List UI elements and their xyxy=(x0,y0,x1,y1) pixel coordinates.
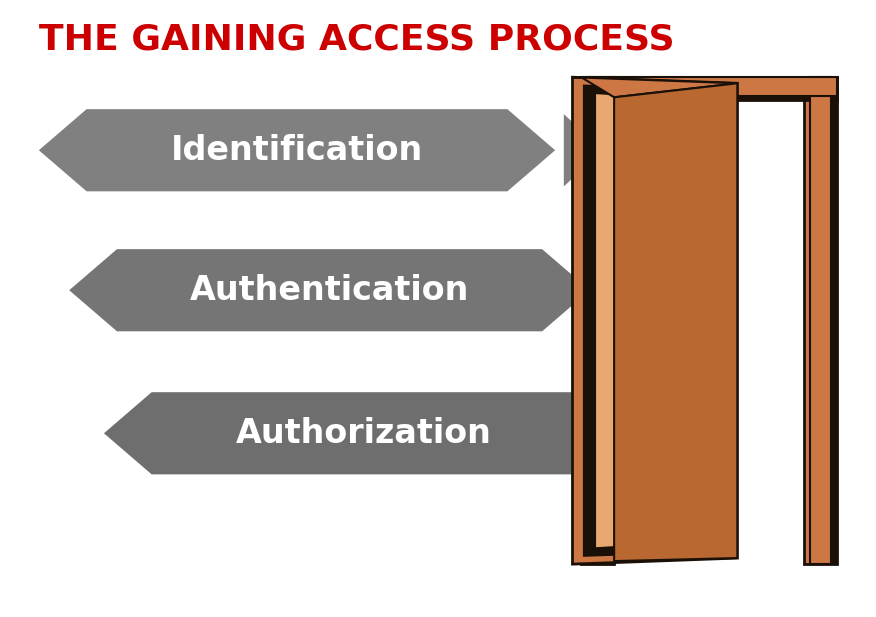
FancyBboxPatch shape xyxy=(581,77,593,564)
Polygon shape xyxy=(39,109,555,191)
Polygon shape xyxy=(564,114,603,186)
Polygon shape xyxy=(661,264,683,317)
Text: THE GAINING ACCESS PROCESS: THE GAINING ACCESS PROCESS xyxy=(39,22,675,56)
Text: Identification: Identification xyxy=(171,134,423,167)
Polygon shape xyxy=(609,114,648,186)
Polygon shape xyxy=(583,85,727,557)
Polygon shape xyxy=(573,77,738,564)
Polygon shape xyxy=(633,397,673,470)
Polygon shape xyxy=(651,407,673,459)
FancyBboxPatch shape xyxy=(581,92,837,101)
Polygon shape xyxy=(69,249,590,331)
Polygon shape xyxy=(614,83,738,561)
Polygon shape xyxy=(595,93,715,549)
Polygon shape xyxy=(627,124,648,176)
Polygon shape xyxy=(104,392,625,474)
Polygon shape xyxy=(573,77,738,97)
Polygon shape xyxy=(616,264,638,317)
FancyBboxPatch shape xyxy=(581,77,614,564)
Text: Authentication: Authentication xyxy=(190,274,470,307)
Polygon shape xyxy=(598,254,638,326)
Polygon shape xyxy=(696,407,717,459)
FancyBboxPatch shape xyxy=(816,77,837,564)
FancyBboxPatch shape xyxy=(810,77,831,564)
FancyBboxPatch shape xyxy=(804,77,837,564)
FancyBboxPatch shape xyxy=(581,77,837,101)
Polygon shape xyxy=(582,124,603,176)
Text: Authorization: Authorization xyxy=(237,416,492,450)
Polygon shape xyxy=(644,254,683,326)
Polygon shape xyxy=(679,397,717,470)
FancyBboxPatch shape xyxy=(587,77,614,564)
FancyBboxPatch shape xyxy=(581,77,837,96)
